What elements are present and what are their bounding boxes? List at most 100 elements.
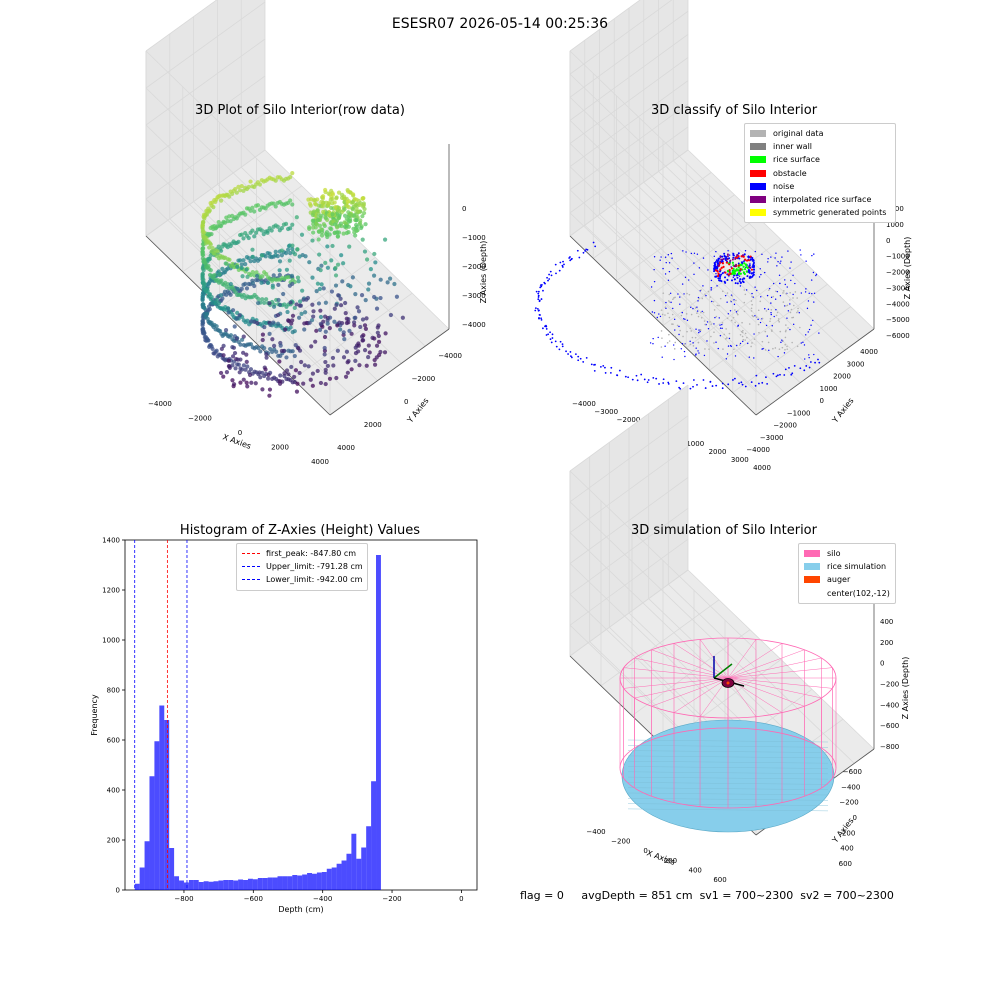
- data-point: [330, 196, 335, 202]
- data-point: [310, 383, 315, 388]
- noise-point: [640, 373, 643, 376]
- noise-point: [815, 274, 817, 277]
- noise-point: [739, 278, 742, 281]
- data-point: [323, 367, 328, 372]
- legend-label: noise: [773, 181, 795, 191]
- noise-point: [650, 286, 653, 288]
- histogram-bar: [149, 776, 155, 890]
- data-point: [252, 234, 257, 239]
- noise-point: [733, 299, 735, 301]
- y-tick-label: 200: [842, 829, 855, 837]
- obstacle-point: [717, 272, 720, 275]
- data-point: [364, 363, 369, 368]
- noise-point: [753, 333, 755, 335]
- histogram-bar: [346, 853, 352, 890]
- noise-point: [777, 261, 779, 263]
- data-point: [232, 350, 238, 356]
- data-point: [366, 287, 371, 292]
- x-axis-label: X Axies: [645, 848, 676, 867]
- noise-point: [759, 268, 761, 270]
- original-point: [703, 320, 706, 322]
- data-point: [315, 281, 320, 286]
- data-point: [246, 281, 251, 287]
- noise-point: [541, 327, 544, 330]
- original-point: [709, 296, 712, 298]
- histogram-bar: [252, 879, 258, 890]
- data-point: [344, 349, 350, 354]
- noise-point: [733, 278, 736, 281]
- data-point: [258, 375, 263, 380]
- noise-point: [561, 345, 564, 348]
- data-point: [333, 204, 338, 210]
- noise-point: [649, 342, 652, 344]
- noise-point: [752, 265, 755, 268]
- noise-point: [765, 376, 767, 379]
- y-tick-label: −2000: [412, 375, 436, 383]
- original-point: [704, 293, 706, 295]
- original-point: [797, 307, 799, 310]
- noise-point: [686, 319, 689, 322]
- noise-point: [684, 318, 686, 321]
- original-point: [686, 292, 688, 295]
- original-point: [744, 339, 746, 341]
- data-point: [341, 330, 346, 335]
- data-point: [359, 293, 365, 298]
- original-point: [782, 301, 785, 303]
- data-point: [364, 316, 369, 321]
- noise-point: [651, 311, 654, 313]
- noise-point: [534, 307, 537, 310]
- z-tick-label: −4000: [886, 300, 910, 308]
- obstacle-point: [719, 261, 722, 264]
- noise-point: [585, 356, 588, 359]
- data-point: [306, 197, 311, 202]
- histogram-legend: first_peak: -847.80 cm Upper_limit: -791…: [236, 543, 368, 591]
- data-point: [375, 330, 380, 335]
- histogram-bar: [272, 877, 278, 890]
- noise-point: [735, 274, 738, 277]
- data-point: [290, 222, 295, 227]
- data-point: [230, 308, 236, 313]
- data-point: [228, 189, 233, 194]
- noise-point: [683, 318, 685, 320]
- data-point: [387, 276, 393, 281]
- x-tick-label: 600: [713, 876, 726, 884]
- original-point: [708, 348, 710, 350]
- noise-point: [791, 372, 794, 375]
- data-point: [276, 312, 281, 318]
- data-point: [266, 376, 271, 381]
- y-tick-label: 4000: [337, 444, 355, 452]
- data-point: [364, 257, 370, 262]
- noise-point: [756, 289, 758, 292]
- data-point: [209, 294, 214, 300]
- data-point: [313, 339, 318, 344]
- noise-point: [751, 257, 754, 260]
- legend-swatch: [804, 576, 820, 584]
- data-point: [265, 230, 270, 235]
- grid-line: [145, 75, 266, 163]
- noise-point: [811, 254, 813, 257]
- data-point: [250, 281, 256, 286]
- noise-point: [679, 296, 681, 298]
- noise-point: [808, 366, 811, 369]
- data-point: [234, 336, 239, 341]
- legend-dashed-line: [242, 566, 260, 568]
- data-point: [341, 261, 346, 266]
- data-point: [340, 279, 345, 284]
- data-point: [254, 277, 259, 283]
- data-point: [239, 183, 244, 189]
- noise-point: [734, 355, 737, 357]
- data-point: [323, 215, 328, 220]
- y-tick-label: 600: [839, 860, 852, 868]
- noise-point: [682, 382, 685, 385]
- z-tick-label: 0: [462, 205, 466, 213]
- original-point: [690, 313, 693, 316]
- data-point: [255, 320, 260, 326]
- data-point: [351, 192, 356, 197]
- data-point: [295, 247, 300, 252]
- noise-point: [733, 303, 736, 306]
- noise-point: [704, 387, 707, 389]
- z-axis-label: Z Axies (Depth): [903, 237, 912, 300]
- noise-point: [743, 277, 746, 280]
- histogram-bar: [307, 873, 312, 890]
- obstacle-point: [745, 259, 749, 262]
